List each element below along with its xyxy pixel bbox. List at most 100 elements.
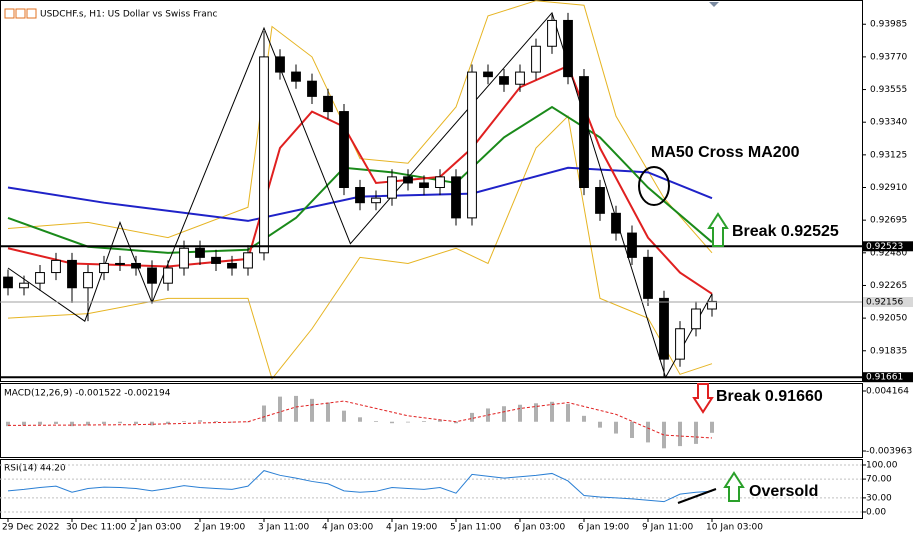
candle-body: [611, 212, 621, 234]
shift-marker: [709, 2, 719, 7]
candle-body: [483, 71, 493, 78]
candle-body: [547, 19, 557, 47]
cross-circle: [638, 166, 670, 206]
macd-bar: [598, 421, 602, 428]
y-tick-label: 0.93770: [870, 52, 907, 62]
indicator-line: [7, 115, 713, 380]
candle-body: [259, 56, 269, 254]
y-tick-label: 0.93340: [870, 118, 907, 128]
candle-body: [339, 111, 349, 189]
candle-body: [595, 187, 605, 214]
y-tick-label: 70.00: [866, 475, 892, 485]
macd-bar: [694, 421, 698, 444]
macd-bar: [422, 421, 426, 422]
macd-bar: [214, 421, 218, 422]
macd-bar: [678, 421, 682, 447]
level-label: 0.92523: [866, 242, 903, 252]
up-arrow: [723, 471, 745, 502]
x-tick-label: 9 Jan 11:00: [642, 523, 694, 533]
macd-bar: [390, 421, 394, 424]
y-tick-label: 0.00: [866, 507, 886, 517]
macd-bar: [582, 415, 586, 422]
candle-body: [515, 71, 525, 85]
icon: [4, 8, 15, 19]
y-tick-label: 0.91835: [870, 346, 907, 356]
macd-bar: [262, 405, 266, 422]
candle-body: [467, 71, 477, 219]
x-tick-label: 2 Jan 19:00: [194, 523, 246, 533]
candle-body: [131, 262, 141, 269]
macd-bar: [518, 404, 522, 422]
x-tick-label: 4 Jan 19:00: [386, 523, 438, 533]
signal-line: [7, 400, 713, 439]
header-icons: [4, 8, 37, 19]
y-tick-label: 100.00: [866, 460, 898, 470]
icon: [26, 8, 37, 19]
candle-body: [211, 256, 221, 264]
price-frame: [0, 0, 863, 382]
candle-body: [531, 45, 541, 73]
rsi-frame: [0, 459, 863, 519]
candle-body: [659, 297, 669, 360]
macd-bar: [566, 404, 570, 422]
indicator-line: [7, 0, 713, 254]
macd-bar: [118, 421, 122, 424]
y-tick-label: 0.92265: [870, 281, 907, 291]
candle-body: [435, 176, 445, 189]
level-label: 0.92156: [866, 298, 903, 308]
macd-bar: [230, 421, 234, 423]
candle-body: [147, 267, 157, 284]
candle-body: [291, 71, 301, 82]
icon: [15, 8, 26, 19]
level-box: [863, 241, 913, 252]
candle-body: [675, 328, 685, 360]
rsi-line: [7, 470, 713, 503]
macd-bar: [438, 419, 442, 422]
candle-body: [179, 247, 189, 269]
candle-body: [627, 232, 637, 258]
candle-body: [67, 259, 77, 289]
candle-body: [403, 176, 413, 184]
x-tick-label: 30 Dec 11:00: [66, 523, 127, 533]
candle-body: [115, 262, 125, 265]
y-tick-label: 30.00: [866, 493, 892, 503]
x-tick-label: 4 Jan 03:00: [322, 523, 374, 533]
candle-body: [83, 272, 93, 289]
candle-body: [163, 267, 173, 284]
macd-bar: [278, 396, 282, 422]
x-tick-label: 2 Jan 03:00: [130, 523, 182, 533]
macd-bar: [662, 421, 666, 449]
macd-bar: [198, 420, 202, 422]
rsi-trendline: [677, 488, 717, 504]
y-tick-label: 0.004164: [866, 386, 909, 396]
annotation: Break 0.91660: [716, 388, 823, 405]
frames: [0, 0, 863, 519]
y-tick-label: -0.003963: [866, 446, 912, 456]
macd-bar: [374, 421, 378, 422]
y-tick-label: 0.92480: [870, 248, 907, 258]
candle-body: [19, 282, 29, 289]
candle-body: [51, 259, 61, 274]
y-tick-label: 0.93125: [870, 150, 907, 160]
chart-title: USDCHF.s, H1: US Dollar vs Swiss Franc: [40, 10, 217, 20]
annotation: Break 0.92525: [732, 223, 839, 240]
rsi-title: RSI(14) 44.20: [4, 464, 66, 474]
macd-bar: [134, 421, 138, 424]
macd-bar: [342, 410, 346, 422]
macd-bar: [646, 421, 650, 443]
y-tick-label: 0.92695: [870, 216, 907, 226]
level-box: [863, 372, 913, 383]
macd-bar: [38, 421, 42, 425]
macd-frame: [0, 383, 863, 458]
macd-bar: [166, 421, 170, 424]
y-tick-label: 0.92910: [870, 183, 907, 193]
macd-bar: [502, 406, 506, 422]
candle-body: [275, 56, 285, 73]
candle-body: [307, 80, 317, 97]
macd-bar: [22, 421, 26, 426]
up-arrow: [707, 212, 729, 247]
